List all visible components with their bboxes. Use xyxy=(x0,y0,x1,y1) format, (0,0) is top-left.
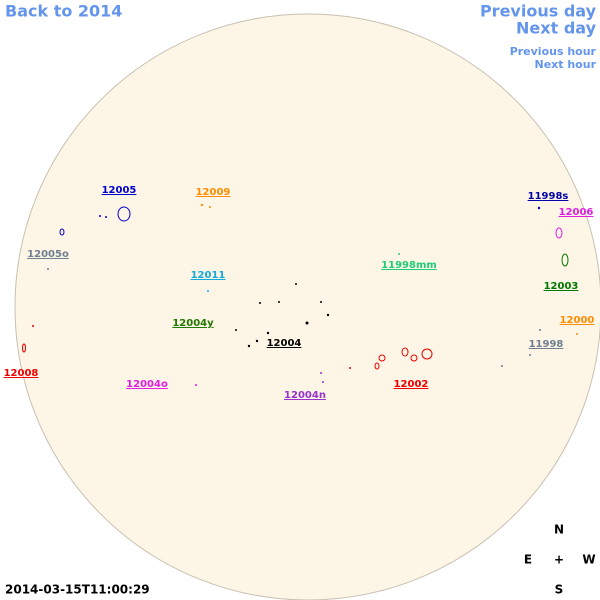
region-label: 11998s xyxy=(528,191,569,202)
region-label: 12005 xyxy=(102,185,137,196)
region-label: 12004 xyxy=(267,338,302,349)
region-label: 12011 xyxy=(191,270,226,281)
next-hour-link[interactable]: Next hour xyxy=(535,58,597,71)
solar-disk xyxy=(14,13,600,600)
previous-hour-link[interactable]: Previous hour xyxy=(510,45,597,58)
next-day-link[interactable]: Next day xyxy=(516,19,597,38)
region-label: 12002 xyxy=(394,379,429,390)
previous-day-link[interactable]: Previous day xyxy=(480,2,597,21)
compass-north: N xyxy=(554,523,564,537)
timestamp: 2014-03-15T11:00:29 xyxy=(5,583,150,597)
region-label: 12004n xyxy=(284,390,326,401)
region-label: 12006 xyxy=(559,207,594,218)
compass-west: W xyxy=(582,553,595,567)
region-label: 11998mm xyxy=(381,260,437,271)
region-label: 12004o xyxy=(126,379,168,390)
region-label: 11998 xyxy=(529,339,564,350)
region-label: 12009 xyxy=(196,187,231,198)
compass-south: S xyxy=(555,583,564,597)
region-label: 12000 xyxy=(560,315,595,326)
back-link[interactable]: Back to 2014 xyxy=(5,2,122,21)
region-label: 12003 xyxy=(544,281,579,292)
compass-center: + xyxy=(554,553,564,567)
region-label: 12004y xyxy=(172,318,214,329)
region-label: 12008 xyxy=(4,368,39,379)
compass-east: E xyxy=(524,553,532,567)
sunspots xyxy=(22,203,578,386)
region-label: 12005o xyxy=(27,249,69,260)
